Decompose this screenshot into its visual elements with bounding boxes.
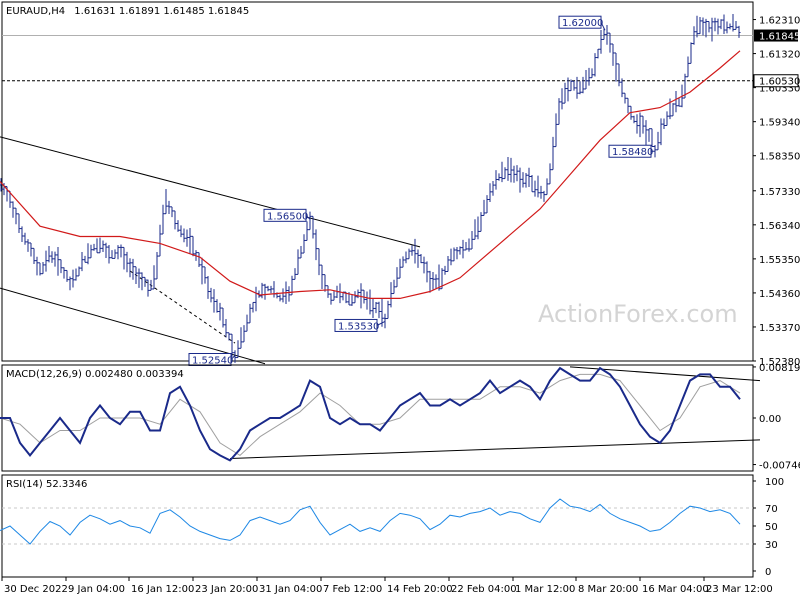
macd-panel: 0.008191 0.00 -0.007466 MACD(12,26,9) 0.00… — [0, 363, 800, 472]
moving-average-line — [0, 50, 741, 299]
price-tick-label: 1.59340 — [759, 118, 800, 129]
time-x-axis: 30 Dec 2022 9 Jan 04:00 16 Jan 12:00 23 Jan… — [1, 577, 773, 595]
rsi-level-lines — [2, 507, 753, 545]
rsi-title: RSI(14) 52.3346 — [6, 479, 87, 490]
price-y-axis: 1.62310 1.61320 1.60330 1.59340 1.58350 1.573… — [753, 16, 800, 368]
macd-tick-label: -0.007466 — [759, 461, 800, 472]
annotation-box — [558, 15, 602, 29]
price-panel: ActionForex.com 1.62000 1.56500 1.58480 1.5… — [0, 1, 800, 368]
rsi-tick-label: 70 — [765, 504, 778, 515]
current-price-label: 1.61845 — [759, 32, 800, 43]
x-tick-label: 8 Mar 20:00 — [578, 584, 638, 595]
price-trendline — [0, 136, 421, 248]
price-tick-label: 1.57330 — [759, 187, 800, 198]
macd-tick-label: 0.008191 — [759, 363, 800, 374]
price-trendline — [0, 287, 266, 365]
macd-signal-line — [0, 373, 741, 457]
annotation-box — [608, 144, 652, 158]
x-tick-label: 23 Jan 20:00 — [195, 584, 258, 595]
x-tick-label: 14 Feb 20:00 — [387, 584, 453, 595]
price-tick-label: 1.54360 — [759, 289, 800, 300]
x-tick-label: 7 Feb 12:00 — [323, 584, 382, 595]
x-tick-label: 31 Jan 04:00 — [259, 584, 322, 595]
x-tick-label: 1 Mar 12:00 — [515, 584, 575, 595]
x-tick-label: 22 Feb 04:00 — [451, 584, 517, 595]
rsi-tick-label: 50 — [765, 522, 778, 533]
price-tick-label: 1.52380 — [759, 357, 800, 368]
annotation-leader — [230, 355, 236, 360]
rsi-tick-label: 0 — [765, 567, 771, 578]
annotation-label: 1.52540 — [192, 355, 233, 366]
rsi-tick-label: 30 — [765, 540, 778, 551]
annotation-leader — [376, 321, 386, 326]
x-tick-label: 9 Jan 04:00 — [68, 584, 125, 595]
macd-y-axis: 0.008191 0.00 -0.007466 — [753, 363, 800, 472]
rsi-y-axis: 100 70 50 30 0 — [753, 477, 784, 578]
level-price-box — [753, 74, 799, 88]
chart-header: EURAUD,H4 1.61631 1.61891 1.61485 1.6184… — [6, 6, 249, 17]
annotation-label: 1.58480 — [612, 147, 653, 158]
price-trendline — [129, 270, 236, 344]
price-panel-frame — [1, 1, 754, 362]
rsi-tick-label: 100 — [765, 477, 784, 488]
annotation-leader — [305, 214, 311, 220]
annotation-label: 1.53530 — [338, 321, 379, 332]
current-price-box — [754, 29, 798, 42]
price-tick-label: 1.60330 — [759, 84, 800, 95]
price-bars — [0, 14, 741, 363]
price-annotations: 1.62000 1.56500 1.58480 1.53530 1.52540 — [188, 15, 655, 366]
price-trendlines — [0, 136, 421, 365]
annotation-box — [263, 208, 307, 222]
price-tick-label: 1.56340 — [759, 221, 800, 232]
ohlc-label: 1.61631 1.61891 1.61485 1.61845 — [74, 6, 249, 17]
annotation-label: 1.56500 — [267, 211, 308, 222]
rsi-panel: 100 70 50 30 0 RSI(14) 52.3346 — [0, 474, 784, 578]
symbol-label: EURAUD,H4 — [6, 6, 65, 17]
price-level-lines — [2, 35, 753, 82]
x-tick-label: 23 Mar 12:00 — [706, 584, 773, 595]
x-tick-label: 30 Dec 2022 — [4, 584, 68, 595]
watermark: ActionForex.com — [538, 300, 738, 328]
price-tick-label: 1.53370 — [759, 323, 800, 334]
price-tick-label: 1.61320 — [759, 50, 800, 61]
annotation-box — [334, 318, 378, 332]
annotation-leader — [600, 21, 606, 31]
x-tick-label: 16 Jan 12:00 — [131, 584, 194, 595]
rsi-line — [0, 498, 741, 545]
price-tick-label: 1.55350 — [759, 255, 800, 266]
macd-title: MACD(12,26,9) 0.002480 0.003394 — [6, 369, 184, 380]
price-tick-label: 1.58350 — [759, 152, 800, 163]
macd-main-line — [0, 366, 741, 462]
price-tick-label: 1.62310 — [759, 16, 800, 27]
macd-trendline — [229, 439, 761, 460]
annotation-label: 1.62000 — [562, 18, 603, 29]
x-tick-label: 16 Mar 04:00 — [642, 584, 709, 595]
level-price-label: 1.60530 — [759, 77, 800, 88]
macd-tick-label: 0.00 — [759, 414, 781, 425]
